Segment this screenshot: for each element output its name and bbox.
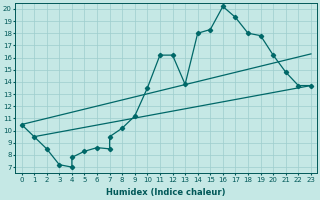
- X-axis label: Humidex (Indice chaleur): Humidex (Indice chaleur): [107, 188, 226, 197]
